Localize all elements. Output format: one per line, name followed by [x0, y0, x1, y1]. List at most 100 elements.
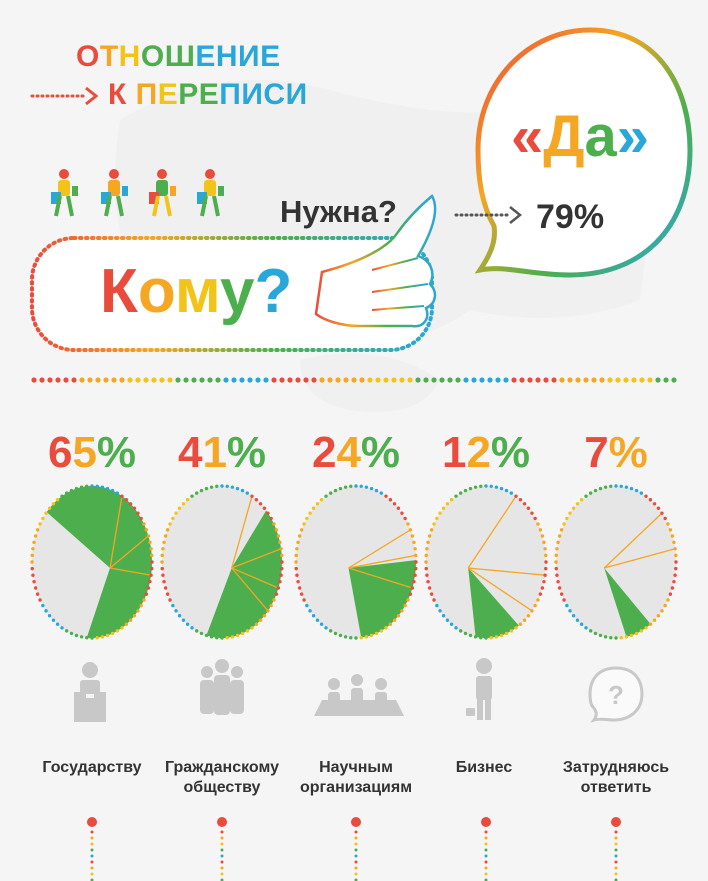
pie-border-dot [489, 484, 493, 488]
pie-border-dot [274, 528, 279, 532]
divider-dot [495, 377, 501, 383]
pie-chart [424, 484, 548, 640]
divider-dot [143, 377, 149, 383]
pie-slice [468, 568, 519, 638]
pie-border-dot [299, 592, 304, 596]
pie-border-dot [95, 484, 99, 488]
pie-border-dot [235, 633, 240, 638]
pie-border-dot [489, 636, 493, 640]
divider-dot [183, 377, 189, 383]
divider-dot [367, 377, 373, 383]
pie-border-dot [311, 506, 316, 510]
pie-border-dot [449, 498, 454, 502]
pin-dot [354, 848, 358, 852]
pie-border-dot [294, 566, 298, 571]
pie-border-dot [408, 592, 413, 596]
letter: % [96, 428, 137, 477]
pie-border-dot [258, 618, 263, 622]
pie-border-dot [557, 534, 562, 538]
pie-border-dot [90, 484, 94, 488]
pie-divider-line [603, 512, 663, 569]
pie-border-dot [41, 603, 45, 608]
pie-border-dot [190, 626, 194, 630]
pin-marker [87, 817, 97, 881]
letter: П [219, 78, 242, 111]
pie-border-dot [328, 629, 333, 633]
people-group-icon [200, 659, 244, 715]
divider-dot [655, 377, 661, 383]
divider-dot [639, 377, 645, 383]
pie-border-dot [128, 502, 133, 506]
pie-border-dot [554, 553, 558, 558]
pie-border-dot [319, 498, 324, 502]
pie-border-dot [414, 560, 418, 564]
letter: 7 [584, 428, 609, 477]
pie-border-dot [47, 506, 52, 510]
pie-border-dot [139, 603, 143, 608]
divider-dot [527, 377, 533, 383]
divider-dot [47, 377, 53, 383]
pie-border-dot [429, 528, 434, 532]
pie-border-dot [95, 636, 99, 640]
letter: О [140, 40, 165, 73]
percent-undecided: 7% [546, 428, 686, 478]
divider-dot [231, 377, 237, 383]
pie-border-dot [429, 592, 434, 596]
pin-dot [90, 872, 94, 876]
pie-border-dot [215, 636, 219, 640]
pie-border-dot [120, 494, 124, 498]
pie-border-dot [392, 502, 397, 506]
pie-divider-line [348, 567, 413, 589]
divider-dot [503, 377, 509, 383]
pie-border-dot [230, 485, 235, 489]
pie-border-dot [64, 491, 69, 495]
divider-dot [415, 377, 421, 383]
pin-dot [614, 842, 618, 846]
pie-border-dot [148, 579, 152, 584]
pie-border-dot [354, 636, 358, 640]
label-line1: Затрудняюсь [562, 759, 670, 776]
pin-dot [90, 830, 94, 834]
pin-dot [614, 830, 618, 834]
pie-border-dot [30, 566, 34, 571]
pie-border-dot [168, 598, 172, 602]
pie-border-dot [266, 511, 270, 515]
divider-dot [79, 377, 85, 383]
pie-border-dot [400, 511, 404, 515]
pie-border-dot [379, 629, 384, 633]
pie-border-dot [484, 636, 488, 640]
pin-head [481, 817, 491, 827]
pie-border-dot [609, 636, 613, 640]
divider-dot [151, 377, 157, 383]
divider-dot [663, 377, 669, 383]
pie-border-dot [544, 566, 548, 571]
pie-border-dot [235, 486, 240, 491]
letter: % [608, 428, 648, 477]
pie-border-dot [598, 486, 603, 491]
pie-border-dot [414, 566, 418, 571]
pie-border-dot [160, 553, 164, 558]
pie-chart [160, 484, 284, 640]
question-needed: Нужна? [280, 194, 397, 229]
pie-border-dot [190, 494, 194, 498]
pin-marker [481, 817, 491, 881]
label-line2: обществу [183, 779, 261, 796]
pin-dot [220, 866, 224, 870]
pie-border-dot [468, 486, 473, 491]
pie-border-dot [530, 609, 534, 613]
pie-border-dot [396, 614, 401, 618]
pie-border-dot [619, 484, 623, 488]
pie-border-dot [204, 486, 209, 491]
pie-border-dot [463, 488, 468, 493]
pie-divider-line [231, 548, 282, 569]
pie-border-dot [299, 528, 304, 532]
pie-border-dot [388, 498, 393, 502]
divider-dot [631, 377, 637, 383]
percent-business: 12% [416, 428, 556, 478]
pie-border-dot [509, 629, 514, 633]
walking-person-icon [197, 169, 224, 217]
pin-dot [90, 866, 94, 870]
letter: « [510, 104, 544, 169]
